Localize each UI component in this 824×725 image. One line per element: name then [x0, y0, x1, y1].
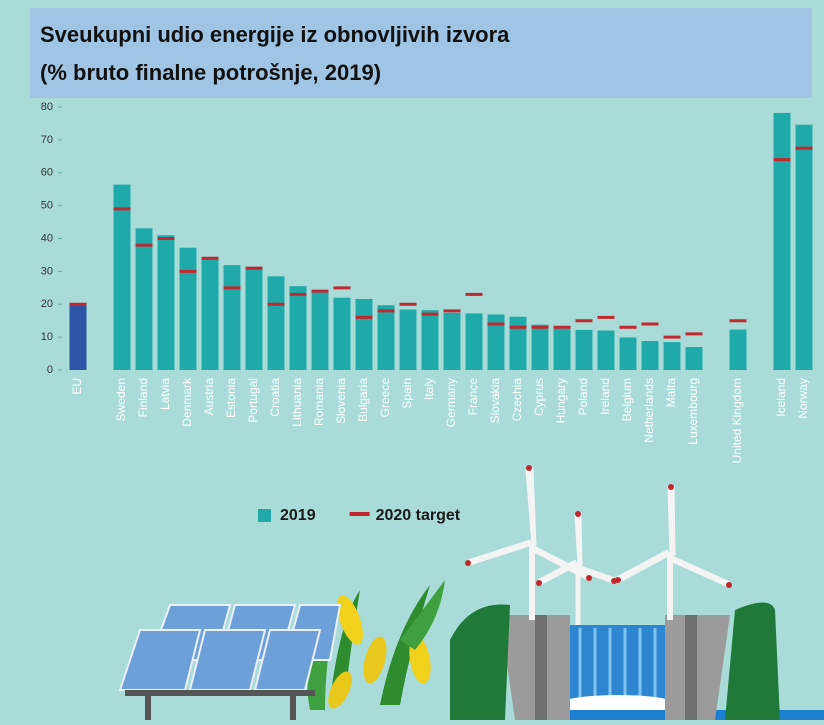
legend-swatch	[258, 509, 271, 522]
bar	[444, 313, 461, 370]
x-tick-label: Denmark	[180, 377, 194, 427]
x-tick-label: Portugal	[246, 378, 260, 423]
bar	[356, 299, 373, 370]
bar	[224, 265, 241, 370]
y-tick-label: 60	[41, 167, 53, 179]
y-tick-label: 40	[41, 232, 53, 244]
bar	[554, 329, 571, 370]
y-tick-label: 80	[41, 101, 53, 113]
x-tick-label: Estonia	[224, 378, 238, 418]
hill	[450, 604, 510, 720]
legend-label: 2020 target	[376, 507, 461, 524]
x-tick-label: Finland	[136, 378, 150, 417]
x-tick-label: Iceland	[774, 378, 788, 417]
bar	[686, 347, 703, 370]
x-tick-label: Slovakia	[488, 378, 502, 424]
x-tick-label: Malta	[664, 378, 678, 408]
y-tick-label: 0	[47, 364, 53, 376]
bar	[70, 305, 87, 370]
x-tick-label: Poland	[576, 378, 590, 415]
x-tick-label: Netherlands	[642, 378, 656, 443]
x-tick-label: Romania	[312, 378, 326, 426]
x-tick-label: Germany	[444, 378, 458, 427]
x-tick-label: Austria	[202, 378, 216, 416]
chart: Sveukupni udio energije iz obnovljivih i…	[0, 0, 824, 720]
panel-rail	[125, 690, 315, 696]
bar	[290, 286, 307, 370]
bar	[114, 185, 131, 370]
dam-pillar	[685, 615, 697, 720]
bar	[532, 325, 549, 370]
x-tick-label: Sweden	[114, 378, 128, 421]
bar	[576, 330, 593, 370]
y-tick-label: 30	[41, 265, 53, 277]
bar	[312, 290, 329, 370]
bar	[664, 342, 681, 370]
x-tick-label: United Kingdom	[730, 378, 744, 463]
y-tick-label: 10	[41, 331, 53, 343]
hill	[725, 603, 780, 721]
x-tick-label: Latvia	[158, 378, 172, 410]
bar	[334, 298, 351, 370]
x-tick-label: Lithuania	[290, 378, 304, 427]
solar-panels	[120, 605, 340, 690]
x-tick-label: Bulgaria	[356, 378, 370, 422]
legend-label: 2019	[280, 507, 316, 524]
dam-right	[665, 615, 730, 720]
chart-title: Sveukupni udio energije iz obnovljivih i…	[40, 22, 510, 47]
x-tick-label: Italy	[422, 378, 436, 400]
chart-title: (% bruto finalne potrošnje, 2019)	[40, 60, 381, 85]
plot-area: 0 10 20 30 40 50 60 70 80 EU Sweden Finland Latvia De…	[41, 101, 813, 524]
x-tick-label: Ireland	[598, 378, 612, 415]
bar	[620, 337, 637, 370]
y-tick-label: 70	[41, 134, 53, 146]
bar	[202, 260, 219, 370]
bar	[136, 228, 153, 370]
dam-pillar	[535, 615, 547, 720]
bar	[378, 305, 395, 370]
panel-leg	[290, 696, 296, 720]
page: {"chart_data": { "type": "bar", "title_l…	[0, 0, 824, 720]
bar	[598, 331, 615, 370]
bar	[180, 248, 197, 370]
x-tick-label: Greece	[378, 378, 392, 418]
x-tick-label: EU	[70, 378, 84, 395]
bar	[158, 235, 175, 370]
bar	[466, 313, 483, 370]
bar	[642, 341, 659, 370]
x-tick-label: Luxembourg	[686, 378, 700, 445]
x-tick-label: Czechia	[510, 378, 524, 422]
x-tick-label: Spain	[400, 378, 414, 409]
x-tick-label: Norway	[796, 378, 810, 419]
wind-turbines	[468, 468, 730, 625]
bar	[268, 276, 285, 370]
x-tick-label: Cyprus	[532, 378, 546, 416]
x-tick-label: Croatia	[268, 378, 282, 417]
bar	[246, 269, 263, 370]
bar	[730, 330, 747, 370]
illustration	[120, 465, 824, 720]
x-tick-label: France	[466, 378, 480, 416]
bar	[510, 317, 527, 370]
x-tick-label: Belgium	[620, 378, 634, 421]
bar	[400, 310, 417, 370]
x-tick-label: Hungary	[554, 378, 568, 423]
x-tick-label: Slovenia	[334, 378, 348, 424]
bar	[774, 113, 791, 370]
bar	[796, 125, 813, 370]
panel-leg	[145, 696, 151, 720]
y-tick-label: 20	[41, 298, 53, 310]
bar	[422, 310, 439, 370]
y-tick-label: 50	[41, 200, 53, 212]
